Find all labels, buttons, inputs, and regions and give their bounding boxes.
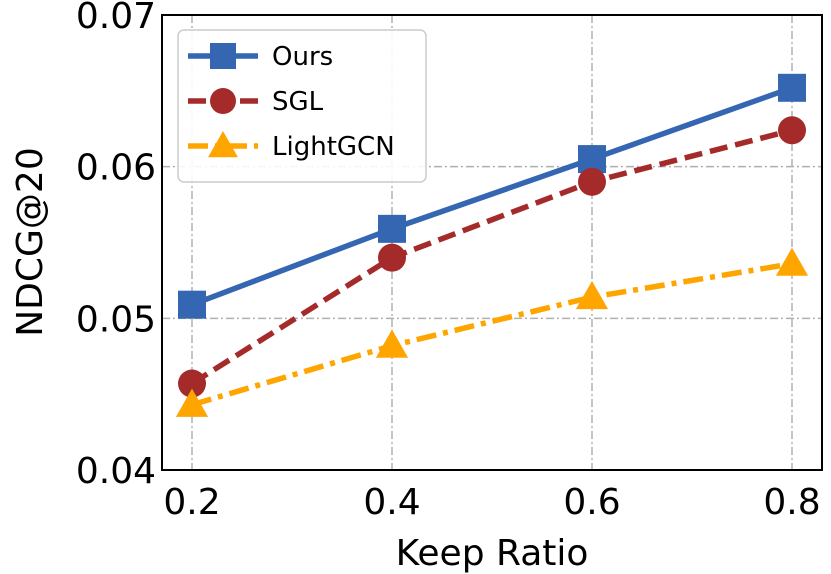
series-sgl (178, 116, 806, 398)
y-axis-title: NDCG@20 (10, 147, 51, 337)
data-point-ours (378, 214, 406, 243)
legend: Ours SGL LightGCN (177, 29, 427, 183)
x-axis-title: Keep Ratio (396, 533, 589, 574)
legend-item-ours: Ours (188, 42, 333, 72)
legend-label-sgl: SGL (272, 87, 324, 117)
legend-marker-sgl (210, 88, 236, 114)
data-point-lightgcn (175, 388, 209, 417)
legend-item-lightgcn: LightGCN (188, 131, 395, 162)
y-tick-label: 0.04 (76, 451, 156, 492)
data-point-lightgcn (775, 247, 809, 276)
x-tick-label: 0.2 (163, 482, 220, 523)
data-point-ours (178, 290, 206, 319)
tick-labels: 0.2 0.4 0.6 0.8 0.04 0.05 0.06 0.07 (76, 0, 821, 523)
legend-marker-ours (210, 43, 236, 69)
y-tick-label: 0.05 (76, 299, 156, 340)
x-tick-label: 0.6 (563, 482, 620, 523)
data-point-sgl (178, 369, 206, 398)
plot-frame (161, 14, 823, 471)
series-line-sgl (190, 127, 793, 386)
series-ours (178, 73, 806, 319)
series-group (175, 73, 809, 417)
legend-label-lightgcn: LightGCN (272, 132, 395, 162)
series-line-lightgcn (191, 261, 793, 408)
legend-item-sgl: SGL (188, 87, 324, 117)
x-tick-label: 0.8 (763, 482, 820, 523)
y-tick-label: 0.07 (76, 0, 156, 37)
legend-label-ours: Ours (272, 42, 333, 72)
data-point-sgl (778, 116, 806, 145)
data-point-sgl (578, 167, 606, 196)
data-point-sgl (378, 243, 406, 272)
data-point-lightgcn (575, 281, 609, 310)
legend-marker-lightgcn (208, 131, 238, 158)
series-lightgcn (175, 247, 809, 417)
series-line-ours (191, 85, 793, 308)
data-point-ours (778, 73, 806, 102)
x-tick-label: 0.4 (363, 482, 420, 523)
y-tick-label: 0.06 (76, 148, 156, 189)
data-point-lightgcn (375, 329, 409, 358)
